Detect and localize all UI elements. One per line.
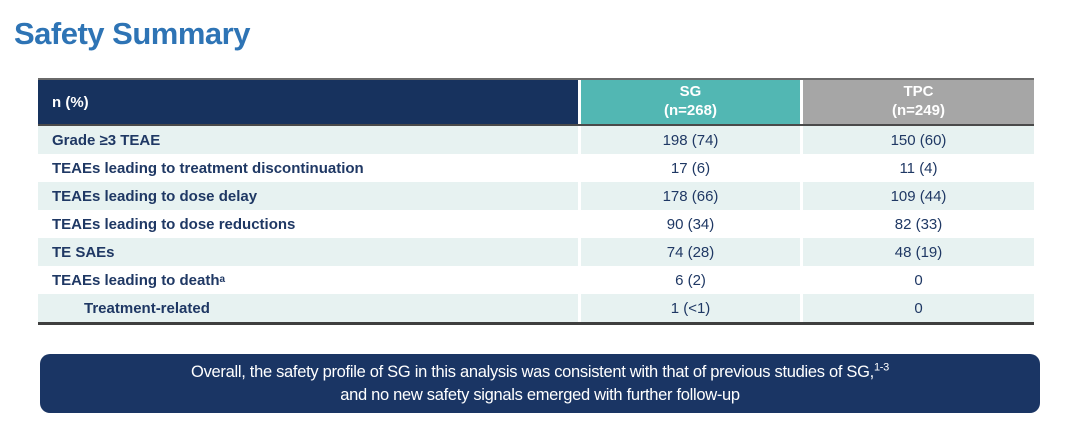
tpc-value: 11 (4) bbox=[800, 154, 1034, 182]
row-label: TEAEs leading to treatment discontinuati… bbox=[38, 154, 578, 182]
row-label: TE SAEs bbox=[38, 238, 578, 266]
table-row: TEAEs leading to dose reductions 90 (34)… bbox=[38, 210, 1034, 238]
tpc-value: 0 bbox=[800, 266, 1034, 294]
table-body: Grade ≥3 TEAE 198 (74) 150 (60) TEAEs le… bbox=[38, 126, 1034, 322]
row-label: TEAEs leading to death a bbox=[38, 266, 578, 294]
row-label: Grade ≥3 TEAE bbox=[38, 126, 578, 154]
safety-summary-table: n (%) SG (n=268) TPC (n=249) Grade ≥3 TE… bbox=[38, 78, 1034, 325]
reference-sup: 1-3 bbox=[873, 361, 889, 374]
sg-column-n: (n=268) bbox=[664, 102, 717, 119]
table-row: TEAEs leading to death a 6 (2) 0 bbox=[38, 266, 1034, 294]
tpc-column-name: TPC bbox=[903, 83, 934, 101]
tpc-column-header: TPC (n=249) bbox=[800, 80, 1034, 124]
table-row: Treatment-related 1 (<1) 0 bbox=[38, 294, 1034, 322]
sg-value: 74 (28) bbox=[578, 238, 800, 266]
page-title: Safety Summary bbox=[14, 16, 250, 51]
sg-value: 178 (66) bbox=[578, 182, 800, 210]
tpc-value: 109 (44) bbox=[800, 182, 1034, 210]
conclusion-banner: Overall, the safety profile of SG in thi… bbox=[40, 354, 1040, 413]
sg-column-name: SG bbox=[679, 83, 702, 101]
sg-value: 198 (74) bbox=[578, 126, 800, 154]
tpc-value: 48 (19) bbox=[800, 238, 1034, 266]
tpc-value: 0 bbox=[800, 294, 1034, 322]
table-row: TE SAEs 74 (28) 48 (19) bbox=[38, 238, 1034, 266]
row-label: Treatment-related bbox=[38, 294, 578, 322]
banner-line-1: Overall, the safety profile of SG in thi… bbox=[191, 361, 889, 382]
tpc-column-n: (n=249) bbox=[892, 102, 945, 119]
tpc-value: 82 (33) bbox=[800, 210, 1034, 238]
table-row: TEAEs leading to treatment discontinuati… bbox=[38, 154, 1034, 182]
banner-line-2: and no new safety signals emerged with f… bbox=[340, 385, 740, 404]
sg-value: 6 (2) bbox=[578, 266, 800, 294]
tpc-value: 150 (60) bbox=[800, 126, 1034, 154]
metric-column-header: n (%) bbox=[38, 80, 578, 124]
row-label: TEAEs leading to dose delay bbox=[38, 182, 578, 210]
row-label: TEAEs leading to dose reductions bbox=[38, 210, 578, 238]
table-header-row: n (%) SG (n=268) TPC (n=249) bbox=[38, 80, 1034, 126]
sg-value: 1 (<1) bbox=[578, 294, 800, 322]
sg-value: 17 (6) bbox=[578, 154, 800, 182]
table-row: Grade ≥3 TEAE 198 (74) 150 (60) bbox=[38, 126, 1034, 154]
table-row: TEAEs leading to dose delay 178 (66) 109… bbox=[38, 182, 1034, 210]
sg-column-header: SG (n=268) bbox=[578, 80, 800, 124]
sg-value: 90 (34) bbox=[578, 210, 800, 238]
